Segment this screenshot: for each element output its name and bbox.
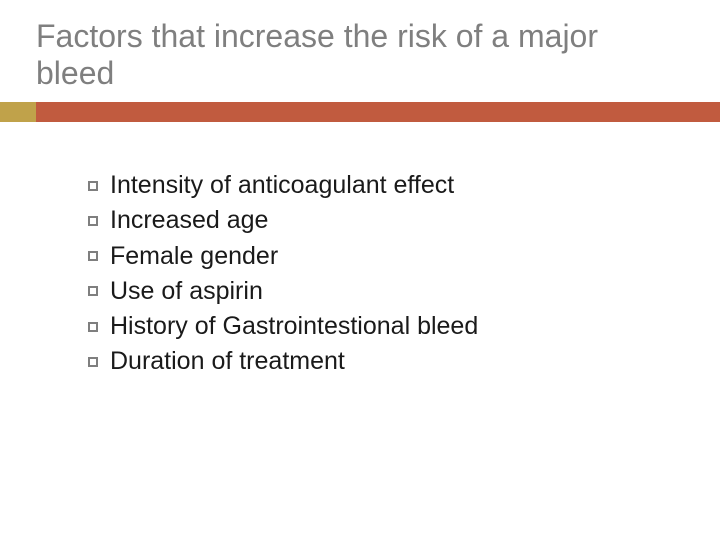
square-bullet-icon — [88, 357, 98, 367]
list-item-text: History of Gastrointestional bleed — [110, 311, 478, 342]
list-item-text: Intensity of anticoagulant effect — [110, 170, 454, 201]
square-bullet-icon — [88, 286, 98, 296]
list-item: History of Gastrointestional bleed — [88, 311, 660, 342]
title-underline — [0, 102, 720, 122]
slide: Factors that increase the risk of a majo… — [0, 0, 720, 540]
bullet-list: Intensity of anticoagulant effect Increa… — [88, 170, 660, 378]
slide-title: Factors that increase the risk of a majo… — [36, 18, 684, 92]
underline-main — [36, 102, 720, 122]
square-bullet-icon — [88, 216, 98, 226]
square-bullet-icon — [88, 181, 98, 191]
list-item: Increased age — [88, 205, 660, 236]
list-item-text: Duration of treatment — [110, 346, 345, 377]
square-bullet-icon — [88, 322, 98, 332]
list-item: Use of aspirin — [88, 276, 660, 307]
square-bullet-icon — [88, 251, 98, 261]
underline-accent — [0, 102, 36, 122]
list-item: Duration of treatment — [88, 346, 660, 377]
list-item-text: Use of aspirin — [110, 276, 263, 307]
slide-content: Intensity of anticoagulant effect Increa… — [88, 170, 660, 382]
list-item: Intensity of anticoagulant effect — [88, 170, 660, 201]
list-item-text: Female gender — [110, 241, 278, 272]
list-item-text: Increased age — [110, 205, 268, 236]
list-item: Female gender — [88, 241, 660, 272]
